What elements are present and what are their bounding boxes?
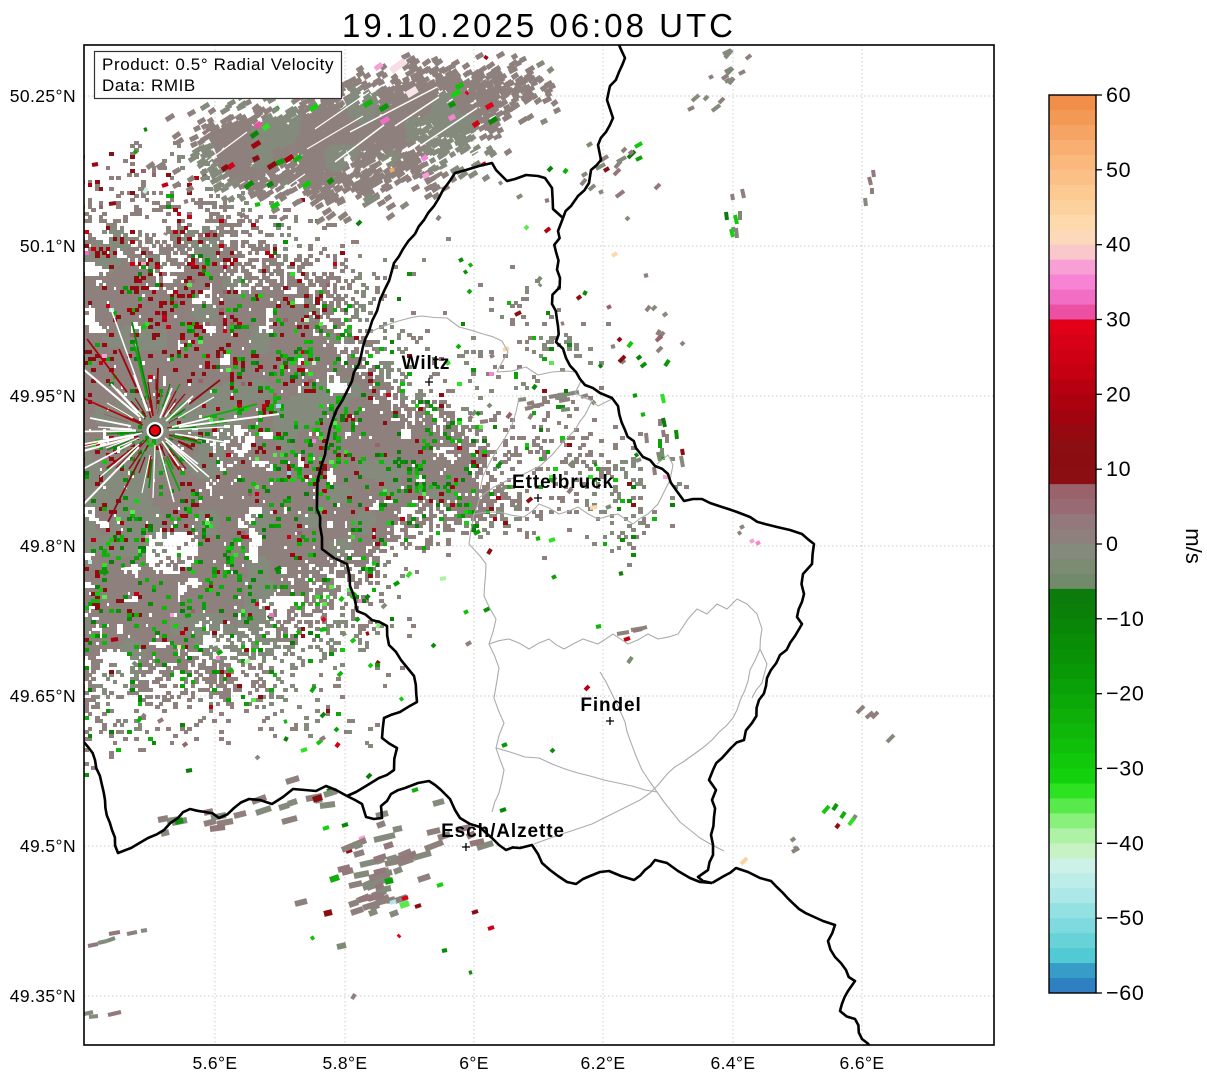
- svg-text:−60: −60: [1106, 981, 1145, 1005]
- svg-text:50.25°N: 50.25°N: [10, 86, 76, 106]
- svg-text:−20: −20: [1106, 682, 1145, 706]
- svg-text:20: 20: [1106, 382, 1131, 406]
- svg-text:49.35°N: 49.35°N: [10, 986, 76, 1006]
- svg-text:−50: −50: [1106, 906, 1145, 930]
- svg-text:−10: −10: [1106, 607, 1145, 631]
- svg-text:6.6°E: 6.6°E: [840, 1053, 885, 1073]
- svg-text:6.2°E: 6.2°E: [581, 1053, 626, 1073]
- svg-text:Findel: Findel: [580, 695, 641, 716]
- svg-text:0: 0: [1106, 532, 1119, 556]
- svg-text:Product: 0.5° Radial Velocity: Product: 0.5° Radial Velocity: [102, 55, 334, 74]
- svg-text:40: 40: [1106, 233, 1131, 257]
- svg-text:m/s: m/s: [1181, 528, 1206, 563]
- svg-text:−40: −40: [1106, 831, 1145, 855]
- svg-text:50: 50: [1106, 158, 1131, 182]
- svg-text:5.8°E: 5.8°E: [323, 1053, 368, 1073]
- svg-text:6.4°E: 6.4°E: [711, 1053, 756, 1073]
- svg-text:49.65°N: 49.65°N: [10, 686, 76, 706]
- svg-text:49.5°N: 49.5°N: [20, 836, 76, 856]
- svg-text:10: 10: [1106, 457, 1131, 481]
- svg-text:Wiltz: Wiltz: [402, 353, 451, 374]
- svg-text:49.95°N: 49.95°N: [10, 386, 76, 406]
- svg-text:5.6°E: 5.6°E: [193, 1053, 238, 1073]
- svg-text:Ettelbruck: Ettelbruck: [512, 472, 614, 493]
- svg-text:−30: −30: [1106, 757, 1145, 781]
- svg-text:Esch/Alzette: Esch/Alzette: [441, 821, 565, 842]
- svg-text:60: 60: [1106, 83, 1131, 107]
- svg-text:19.10.2025 06:08 UTC: 19.10.2025 06:08 UTC: [342, 7, 736, 44]
- svg-text:6°E: 6°E: [459, 1053, 489, 1073]
- svg-text:Data: RMIB: Data: RMIB: [102, 76, 196, 95]
- svg-text:30: 30: [1106, 308, 1131, 332]
- svg-text:50.1°N: 50.1°N: [20, 236, 76, 256]
- svg-text:49.8°N: 49.8°N: [20, 536, 76, 556]
